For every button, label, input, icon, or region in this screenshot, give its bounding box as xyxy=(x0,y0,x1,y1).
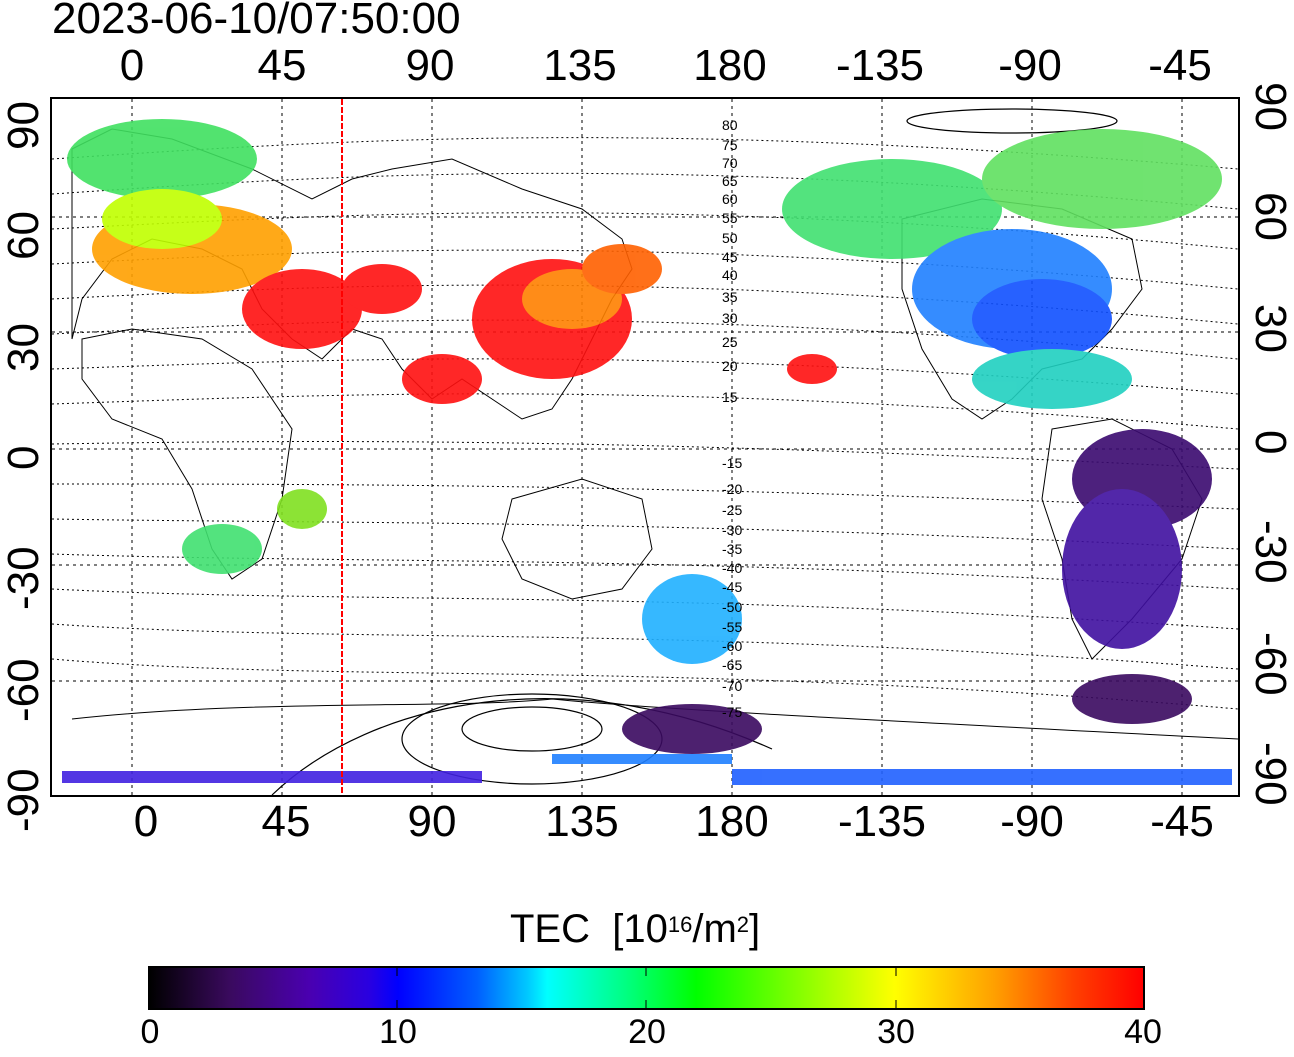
colorbar-unit-suffix: ] xyxy=(749,907,761,951)
lon-tick-bottom: 45 xyxy=(261,797,311,846)
maglat-label: -40 xyxy=(722,560,743,576)
lon-tick-top: 90 xyxy=(405,41,455,90)
lon-tick-bottom: -90 xyxy=(1000,797,1064,846)
colorbar-unit-prefix: [10 xyxy=(612,907,668,951)
lat-tick-right: 0 xyxy=(1246,430,1294,455)
maglat-label: 65 xyxy=(722,173,738,189)
lat-tick-right: -30 xyxy=(1246,520,1294,584)
lat-tick-right: 30 xyxy=(1246,304,1294,353)
maglat-label: -35 xyxy=(722,541,743,557)
maglat-label: 80 xyxy=(722,117,738,133)
maglat-label: -20 xyxy=(722,481,743,497)
maglat-label: 45 xyxy=(722,249,738,265)
colorbar-unit-mid: /m xyxy=(692,907,737,951)
colorbar-ticks xyxy=(396,966,897,1010)
lon-tick-bottom: -135 xyxy=(837,797,927,846)
lat-tick-right: -90 xyxy=(1246,742,1294,806)
lon-tick-top: 135 xyxy=(543,41,617,90)
colorbar-tick: 40 xyxy=(1124,1013,1162,1051)
lat-tick-left: -90 xyxy=(0,768,48,832)
maglat-label: 55 xyxy=(722,210,738,226)
colorbar-tick: 30 xyxy=(877,1013,915,1051)
lat-tick-right: 90 xyxy=(1246,82,1294,131)
colorbar-tick: 20 xyxy=(628,1013,666,1051)
lon-tick-top: 0 xyxy=(119,41,145,90)
lat-tick-left: -60 xyxy=(0,658,48,722)
lat-tick-left: 60 xyxy=(0,211,48,260)
lat-tick-left: 90 xyxy=(0,101,48,150)
colorbar-title-main: TEC xyxy=(510,907,590,951)
maglat-label: 30 xyxy=(722,310,738,326)
lat-tick-left: 30 xyxy=(0,323,48,372)
lon-tick-top: 45 xyxy=(257,41,307,90)
colorbar-title: TEC [1016/m2] xyxy=(510,905,760,953)
maglat-label: 15 xyxy=(722,389,738,405)
lon-tick-top: 180 xyxy=(693,41,767,90)
lat-tick-right: 60 xyxy=(1246,192,1294,241)
lon-tick-top: -45 xyxy=(1148,41,1212,90)
maglat-label: -55 xyxy=(722,619,743,635)
map-canvas xyxy=(52,99,1238,795)
maglat-label: -75 xyxy=(722,704,743,720)
maglat-label: -30 xyxy=(722,522,743,538)
tec-map xyxy=(50,97,1240,797)
colorbar-tick: 0 xyxy=(140,1013,160,1051)
maglat-label: 50 xyxy=(722,230,738,246)
maglat-label: 60 xyxy=(722,191,738,207)
lat-tick-left: -30 xyxy=(0,546,48,610)
maglat-label: -45 xyxy=(722,579,743,595)
colorbar-tick: 10 xyxy=(379,1013,417,1051)
lon-tick-bottom: 0 xyxy=(133,797,159,846)
maglat-label: 70 xyxy=(722,155,738,171)
timestamp-label: 2023-06-10/07:50:00 xyxy=(52,0,461,43)
maglat-label: -50 xyxy=(722,599,743,615)
colorbar-unit-exp1: 16 xyxy=(667,912,693,937)
maglat-label: 25 xyxy=(722,334,738,350)
maglat-label: -65 xyxy=(722,657,743,673)
maglat-label: 40 xyxy=(722,267,738,283)
maglat-label: -60 xyxy=(722,638,743,654)
maglat-label: 35 xyxy=(722,289,738,305)
lon-tick-top: -90 xyxy=(998,41,1062,90)
maglat-label: -15 xyxy=(722,455,743,471)
maglat-label: 20 xyxy=(722,358,738,374)
lon-tick-bottom: 90 xyxy=(407,797,457,846)
lon-tick-top: -135 xyxy=(835,41,925,90)
lat-tick-right: -60 xyxy=(1246,632,1294,696)
maglat-label: -70 xyxy=(722,678,743,694)
maglat-label: 75 xyxy=(722,137,738,153)
colorbar-unit-exp2: 2 xyxy=(736,912,750,937)
lat-tick-left: 0 xyxy=(0,445,48,470)
lon-tick-bottom: 135 xyxy=(545,797,619,846)
lon-tick-bottom: 180 xyxy=(695,797,769,846)
maglat-label: -25 xyxy=(722,502,743,518)
lon-tick-bottom: -45 xyxy=(1150,797,1214,846)
